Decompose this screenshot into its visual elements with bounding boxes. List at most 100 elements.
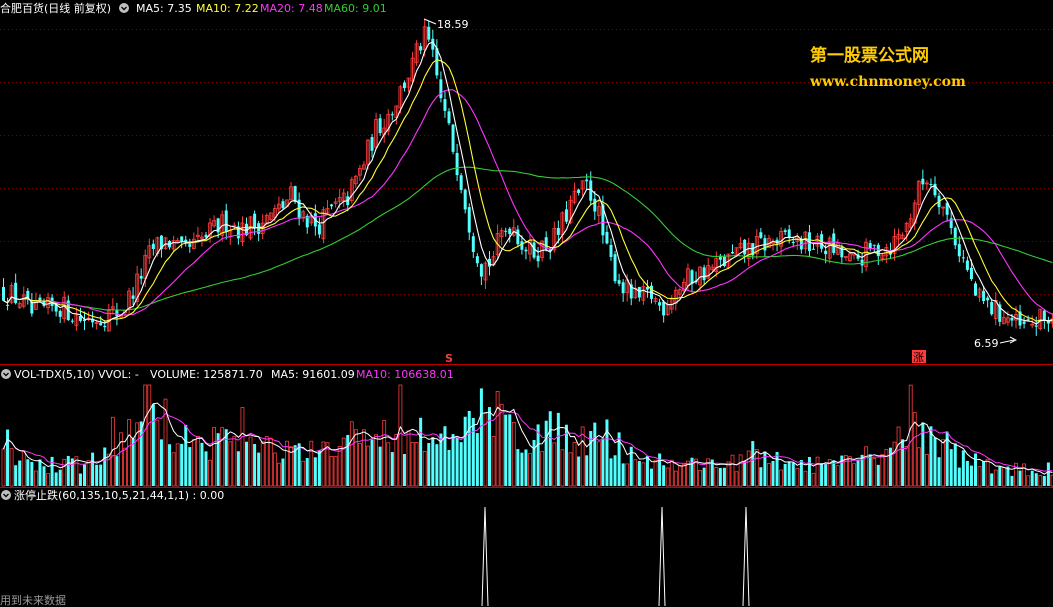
candle-body bbox=[184, 239, 188, 242]
candle-body bbox=[921, 178, 925, 185]
volume-bar bbox=[245, 441, 248, 486]
volume-bar bbox=[864, 446, 869, 487]
candle-body bbox=[835, 242, 840, 255]
candle-body bbox=[653, 298, 658, 303]
candle-body bbox=[499, 230, 504, 237]
volume-bar bbox=[414, 442, 419, 487]
ma10-line bbox=[3, 59, 1053, 322]
volume-bar bbox=[564, 424, 568, 486]
candle-body bbox=[556, 227, 560, 235]
candle-body bbox=[617, 280, 621, 284]
volume-bar bbox=[982, 460, 986, 486]
signal-marker-box bbox=[912, 350, 926, 363]
candle-body bbox=[83, 319, 86, 322]
candle-body bbox=[439, 79, 443, 99]
candle-body bbox=[957, 244, 961, 257]
candle-body bbox=[848, 253, 852, 262]
ma60-label: MA60: 9.01 bbox=[324, 2, 387, 15]
volume-bar bbox=[669, 459, 674, 487]
vvol-label: VVOL: - bbox=[98, 368, 139, 381]
volume-bar bbox=[937, 457, 941, 486]
candle-body bbox=[860, 259, 864, 266]
volume-bar bbox=[447, 449, 451, 486]
settings-icon[interactable] bbox=[119, 3, 129, 13]
volume-bar bbox=[151, 404, 155, 486]
candle-body bbox=[216, 218, 220, 233]
candle-body bbox=[204, 234, 208, 238]
volume-bar bbox=[560, 449, 565, 487]
candle-body bbox=[414, 43, 419, 63]
volume-bar bbox=[86, 459, 91, 487]
limit-settings-icon[interactable] bbox=[1, 490, 11, 500]
stock-name: 合肥百货(日线 前复权) bbox=[0, 1, 111, 15]
candle-body bbox=[552, 227, 557, 251]
volume-bar bbox=[633, 459, 638, 487]
volume-bar bbox=[268, 437, 273, 487]
volume-bars bbox=[1, 384, 1053, 487]
volume-bar bbox=[337, 446, 342, 487]
volume-settings-icon[interactable] bbox=[1, 369, 11, 379]
volume-bar bbox=[904, 445, 909, 487]
candle-body bbox=[596, 206, 601, 216]
moving-averages bbox=[3, 41, 1053, 325]
volume-bar bbox=[147, 384, 152, 487]
volume-bar bbox=[577, 456, 581, 486]
candle-body bbox=[180, 236, 184, 242]
volume-bar bbox=[665, 467, 670, 487]
volume-bar bbox=[297, 443, 301, 486]
volume-bar bbox=[852, 463, 856, 487]
volume-bar bbox=[257, 452, 261, 486]
volume-bar bbox=[840, 455, 844, 486]
candle-body bbox=[131, 295, 135, 299]
candle-body bbox=[463, 189, 467, 210]
candle-body bbox=[419, 46, 423, 51]
candle-body bbox=[337, 197, 342, 202]
candle-body bbox=[945, 202, 949, 215]
candle-body bbox=[195, 234, 200, 237]
candle-body bbox=[240, 222, 245, 242]
candle-body bbox=[54, 303, 58, 312]
candle-body bbox=[754, 235, 759, 255]
candle-body bbox=[479, 264, 483, 277]
volume-bar bbox=[605, 419, 609, 486]
volume-bar bbox=[803, 470, 808, 487]
candle-body bbox=[1001, 317, 1006, 325]
candle-body bbox=[682, 282, 686, 292]
volume-bar bbox=[46, 473, 50, 487]
volume-bar bbox=[394, 433, 399, 487]
volume-bar bbox=[370, 439, 374, 486]
candle-body bbox=[14, 282, 18, 304]
volume-bar bbox=[941, 439, 945, 487]
volume-bar bbox=[686, 460, 690, 487]
candle-body bbox=[568, 199, 573, 224]
volume-bar bbox=[901, 439, 905, 486]
volume-bar bbox=[366, 445, 370, 487]
volume-bar bbox=[912, 412, 917, 487]
volume-bar bbox=[820, 463, 824, 486]
volume-bar bbox=[139, 421, 143, 486]
volume-bar bbox=[180, 443, 184, 486]
volume-bar bbox=[422, 450, 427, 487]
volume-bar bbox=[14, 465, 18, 486]
volume-bar bbox=[212, 427, 217, 487]
volume-bar bbox=[62, 458, 67, 487]
candle-body bbox=[21, 294, 26, 307]
volume-bar bbox=[70, 458, 74, 486]
volume-bar bbox=[228, 441, 233, 487]
volume-bar bbox=[929, 426, 933, 486]
candle-body bbox=[78, 315, 82, 321]
candle-body bbox=[99, 322, 103, 326]
volume-bar bbox=[645, 455, 649, 486]
candle-body bbox=[580, 180, 585, 190]
candle-body bbox=[593, 198, 597, 212]
volume-bar bbox=[1001, 467, 1006, 487]
volume-bar bbox=[402, 453, 406, 486]
volume-bar bbox=[236, 451, 240, 486]
candle-body bbox=[840, 247, 844, 258]
volume-bar bbox=[479, 388, 483, 486]
volume-ma10: MA10: 106638.01 bbox=[356, 368, 454, 381]
volume-bar bbox=[374, 434, 379, 487]
volume-bar bbox=[722, 467, 726, 486]
candle-body bbox=[974, 283, 977, 296]
volume-bar bbox=[787, 461, 791, 486]
